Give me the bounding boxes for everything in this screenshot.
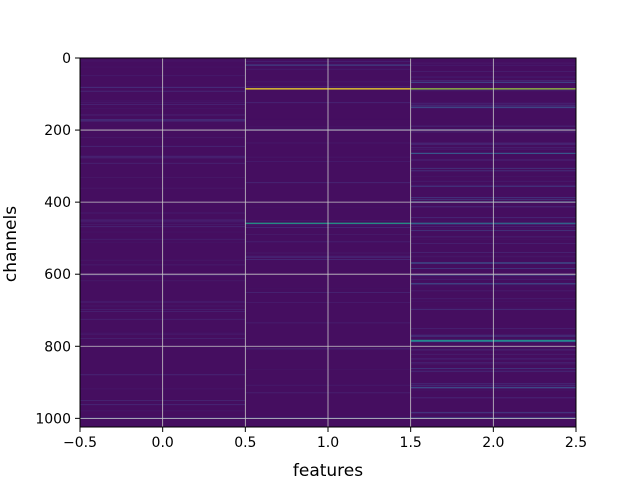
x-tick-label: 2.5 bbox=[565, 435, 587, 451]
y-axis-ticks: 0 200 400 600 800 1000 bbox=[35, 51, 80, 427]
y-tick-label: 1000 bbox=[35, 411, 71, 427]
x-tick-label: 0.0 bbox=[152, 435, 174, 451]
y-tick-label: 0 bbox=[62, 51, 71, 67]
y-tick-label: 800 bbox=[44, 339, 71, 355]
x-axis-label: features bbox=[293, 461, 363, 480]
x-tick-label: 1.5 bbox=[400, 435, 422, 451]
y-tick-label: 400 bbox=[44, 195, 71, 211]
x-tick-label: 1.0 bbox=[317, 435, 339, 451]
x-tick-label: 0.5 bbox=[234, 435, 256, 451]
x-tick-label: −0.5 bbox=[63, 435, 97, 451]
y-axis-label: channels bbox=[1, 206, 21, 282]
y-tick-label: 600 bbox=[44, 267, 71, 283]
x-axis-ticks: −0.5 0.0 0.5 1.0 1.5 2.0 2.5 bbox=[63, 427, 587, 451]
x-tick-label: 2.0 bbox=[482, 435, 504, 451]
y-tick-label: 200 bbox=[44, 123, 71, 139]
